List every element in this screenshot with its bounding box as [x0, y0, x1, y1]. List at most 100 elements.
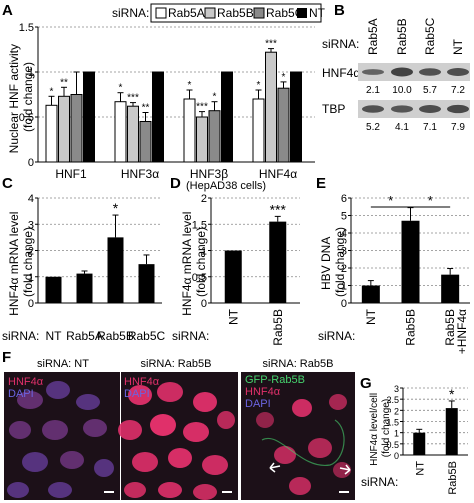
bar-d [225, 251, 242, 304]
ytick-label-g: 2 [394, 406, 399, 416]
ytick-label-e: 4 [341, 228, 347, 240]
panel-g-sirna-label: siRNA: [361, 475, 398, 489]
bar-d [269, 222, 286, 303]
chart-g: 00.511.5 22.53 NT * Rab5B [386, 384, 468, 495]
ytick-label-e: 1 [341, 281, 347, 293]
bar-g [446, 408, 458, 455]
ytick-label-a: 1 [28, 67, 34, 79]
significance-a: * [213, 92, 217, 103]
blot-band-tbp [391, 105, 413, 112]
panel-b-letter: B [334, 2, 345, 19]
nucleus [292, 399, 312, 417]
category-label-a: HNF4α [259, 167, 297, 181]
panel-d-letter: D [170, 175, 181, 192]
category-label-d: NT [226, 308, 240, 325]
legend-label-rab5a: Rab5A [168, 6, 205, 20]
category-label-e: Rab5B [404, 309, 418, 346]
bar-c [77, 274, 93, 303]
ytick-label-g: 3 [394, 384, 399, 394]
significance-a: *** [265, 39, 277, 50]
nucleus [150, 414, 176, 436]
legend-swatch-rab5b [205, 8, 215, 18]
bar-e [402, 221, 420, 303]
micro-1-title: siRNA: NT [37, 358, 89, 370]
category-label-a: HNF3α [121, 167, 159, 181]
panel-e-sirna-label: siRNA: [318, 329, 355, 343]
bar-a-nt [291, 72, 302, 162]
blot-row-label-tbp: TBP [322, 102, 345, 116]
panel-g: G HNF4α level/cell (fold change) siRNA: … [360, 375, 468, 495]
bar-a-rab5b [59, 96, 70, 162]
legend-label-nt: NT [309, 6, 326, 20]
panel-c-letter: C [2, 175, 13, 192]
ytick-label-e: 5 [341, 211, 347, 223]
blot-lane-label: Rab5A [366, 18, 380, 55]
panel-e: E HBV DNA (fold change) siRNA: 0 1 2 3 4 5 6 NT… [316, 175, 470, 354]
bar-a-nt [153, 72, 164, 162]
bar-a-rab5c [209, 111, 220, 162]
ytick-label-e: 6 [341, 193, 347, 205]
nucleus [7, 482, 29, 498]
significance-a: * [50, 86, 54, 97]
blot-row-label-hnf4a: HNF4α [322, 66, 360, 80]
ytick-label-e: 2 [341, 263, 347, 275]
ytick-label-g: 1 [394, 429, 399, 439]
panel-d-sirna-label: siRNA: [172, 329, 209, 343]
significance-a: *** [196, 102, 208, 113]
panel-b: B siRNA: Rab5A Rab5B Rab5C NT HNF4α 2.1 10.0… [322, 2, 470, 133]
nucleus [168, 448, 192, 468]
nucleus [329, 394, 347, 410]
panel-a-legend: siRNA: Rab5A Rab5B Rab5C NT [112, 4, 326, 22]
micro-3-label-dapi: DAPI [245, 398, 271, 410]
panel-d-header: (HepAD38 cells) [186, 180, 266, 192]
blot-band-hnf4a [447, 68, 469, 76]
significance-a: * [188, 80, 192, 91]
category-label-e: NT [364, 308, 378, 325]
micro-3-label-gfp: GFP-Rab5B [245, 374, 305, 386]
bar-g [413, 433, 425, 455]
bar-c [46, 277, 62, 303]
ytick-label-d: 0.5 [192, 272, 207, 284]
blot-lane-labels: Rab5A Rab5B Rab5C NT [366, 17, 465, 55]
ytick-label-e: 3 [341, 246, 347, 258]
ytick-label-c: 4 [28, 193, 34, 205]
significance-a: ** [60, 77, 68, 88]
ytick-label-a: 0.5 [19, 112, 34, 124]
ytick-label-g: 2.5 [386, 395, 399, 405]
ytick-label-c: 3 [28, 219, 34, 231]
panel-d: D (HepAD38 cells) HNF4α mRNA level (fold… [170, 175, 300, 346]
blot-value-tbp: 5.2 [366, 122, 380, 133]
ytick-label-a: 0 [28, 157, 34, 169]
nucleus [9, 421, 31, 439]
bar-a-rab5c [71, 95, 82, 163]
ytick-label-a: 1.5 [19, 22, 34, 34]
micro-1-label-hnf4a: HNF4α [8, 376, 44, 388]
nucleus [158, 482, 182, 498]
significance-a: * [119, 83, 123, 94]
blot-band-tbp [419, 105, 441, 113]
chart-e: 0 1 2 3 4 5 6 NT Rab5B Rab5B+HNF4α * * [341, 193, 470, 354]
significance-a: ** [142, 103, 150, 114]
ytick-label-g: 0.5 [386, 440, 399, 450]
micro-2-label-dapi: DAPI [124, 388, 150, 400]
blot-band-tbp [447, 105, 469, 113]
bar-c [108, 237, 124, 303]
legend-swatch-rab5a [156, 8, 166, 18]
bar-a-rab5a [253, 99, 264, 162]
significance-a: * [282, 72, 286, 83]
blot-values-tbp: 5.2 4.1 7.1 7.9 [366, 122, 465, 133]
panel-a-letter: A [2, 2, 13, 19]
ytick-label-g: 1.5 [386, 418, 399, 428]
bar-e [441, 275, 459, 303]
bar-a-rab5c [278, 88, 289, 162]
nucleus [76, 394, 100, 410]
ytick-label-d: 0 [201, 298, 207, 310]
legend-swatch-rab5c [254, 8, 264, 18]
significance-c: * [113, 200, 119, 216]
nucleus [202, 455, 228, 475]
nucleus [289, 477, 311, 495]
bar-a-nt [84, 72, 95, 162]
nucleus [124, 482, 146, 498]
ytick-label-e: 0 [341, 298, 347, 310]
nucleus [217, 411, 235, 429]
